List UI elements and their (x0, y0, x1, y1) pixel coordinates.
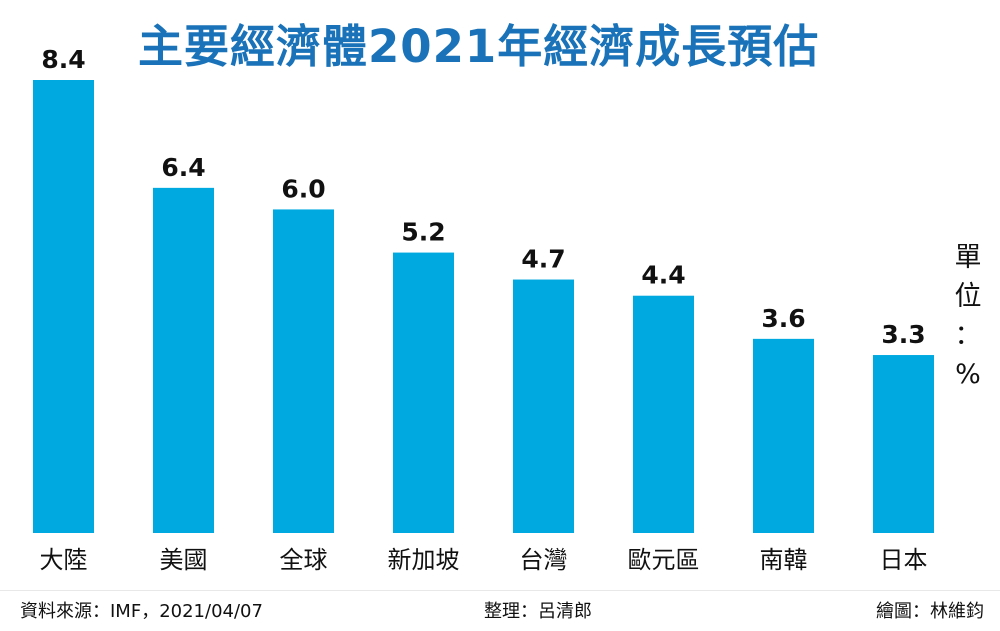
value-label-5: 4.4 (641, 261, 685, 290)
bar-7 (873, 355, 934, 533)
unit-char: 位 (954, 281, 982, 312)
category-label-0: 大陸 (40, 546, 88, 574)
category-labels-group: 大陸 美國 全球 新加坡 台灣 歐元區 南韓 日本 (40, 546, 928, 574)
category-label-1: 美國 (160, 546, 208, 574)
source-note: 資料來源：IMF，2021/04/07 (20, 601, 263, 622)
bar-5 (633, 295, 694, 533)
bar-6 (753, 338, 814, 533)
bar-chart: 8.4 6.4 6.0 5.2 4.7 4.4 3.6 3.3 大陸 美國 全球 新加坡 台灣 歐元區 南… (33, 45, 934, 574)
category-label-3: 新加坡 (388, 546, 460, 574)
bar-2 (273, 209, 334, 533)
value-label-4: 4.7 (521, 245, 565, 274)
bar-3 (393, 252, 454, 534)
graphic-credit: 繪圖：林維鈞 (876, 601, 984, 622)
value-label-6: 3.6 (761, 304, 805, 333)
value-label-3: 5.2 (401, 218, 445, 247)
category-label-5: 歐元區 (628, 546, 700, 574)
category-label-2: 全球 (280, 546, 328, 574)
value-label-2: 6.0 (281, 174, 325, 203)
bar-1 (153, 187, 214, 533)
unit-label: 單 位 ： % (950, 238, 986, 394)
unit-char: % (955, 359, 981, 390)
unit-char: ： (954, 320, 982, 351)
bar-4 (513, 279, 574, 533)
organizer-credit: 整理：呂清郎 (484, 601, 592, 622)
footer-divider (0, 590, 1000, 591)
value-label-1: 6.4 (161, 153, 205, 182)
footer: 資料來源：IMF，2021/04/07 整理：呂清郎 繪圖：林維鈞 (0, 593, 1000, 625)
bar-0 (33, 80, 94, 533)
unit-char: 單 (954, 242, 982, 273)
value-label-7: 3.3 (881, 320, 925, 349)
category-label-7: 日本 (880, 546, 928, 574)
category-label-4: 台灣 (520, 546, 568, 574)
category-label-6: 南韓 (760, 546, 808, 574)
value-labels-group: 8.4 6.4 6.0 5.2 4.7 4.4 3.6 3.3 (41, 45, 925, 349)
value-label-0: 8.4 (41, 45, 85, 74)
bars-group (33, 80, 934, 534)
chart-title: 主要經濟體2021年經濟成長預估 (138, 20, 820, 73)
